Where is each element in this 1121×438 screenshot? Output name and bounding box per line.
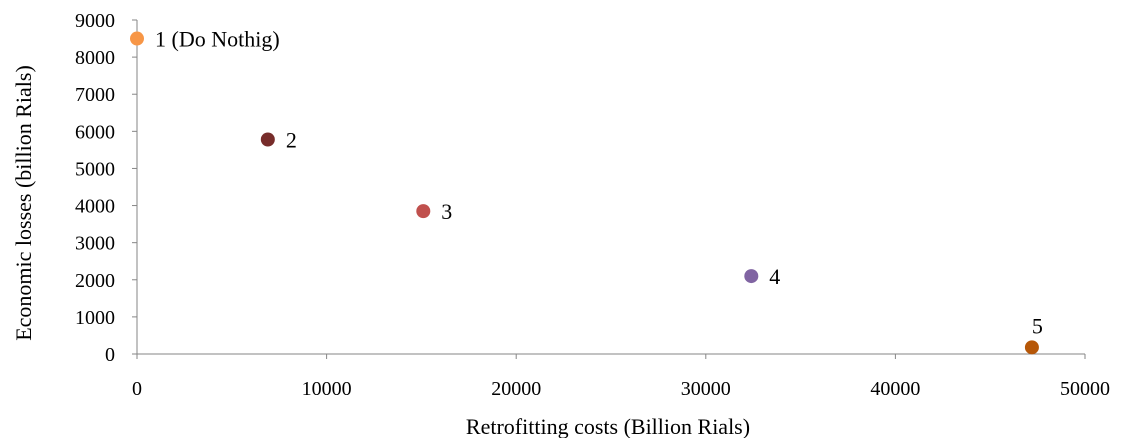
x-tick-label: 50000 — [1060, 378, 1110, 400]
y-tick-label: 2000 — [75, 270, 115, 292]
data-point-3 — [416, 204, 431, 219]
y-tick-label: 4000 — [75, 196, 115, 218]
point-label-3: 3 — [441, 199, 452, 224]
y-tick-label: 8000 — [75, 47, 115, 69]
x-tick-label: 20000 — [491, 378, 541, 400]
y-tick-label: 3000 — [75, 233, 115, 255]
point-label-4: 4 — [769, 264, 780, 289]
x-axis-title: Retrofitting costs (Billion Rials) — [466, 414, 750, 438]
data-point-4 — [744, 269, 759, 284]
point-label-5: 5 — [1032, 313, 1043, 338]
y-tick-label: 9000 — [75, 10, 115, 32]
point-label-1: 1 (Do Nothig) — [155, 27, 280, 52]
x-tick-label: 30000 — [681, 378, 731, 400]
x-tick-label: 0 — [132, 378, 142, 400]
x-tick-label: 10000 — [302, 378, 352, 400]
data-point-5 — [1024, 340, 1039, 355]
point-labels: 1 (Do Nothig) 2 3 4 5 — [155, 27, 1043, 339]
axes — [132, 19, 1086, 359]
y-axis-title: Economic losses (billion Rials) — [11, 65, 36, 341]
data-point-1 — [130, 31, 144, 46]
x-tick-label: 40000 — [870, 378, 920, 400]
y-tick-label: 1000 — [75, 307, 115, 329]
data-points — [130, 31, 1039, 355]
data-point-2 — [260, 132, 275, 147]
y-tick-label: 7000 — [75, 84, 115, 106]
tick-labels: 0 1000 2000 3000 4000 5000 6000 7000 8000 9000 0 10… — [75, 10, 1110, 400]
point-label-2: 2 — [286, 127, 297, 152]
y-tick-label: 6000 — [75, 121, 115, 143]
y-tick-label: 5000 — [75, 158, 115, 180]
y-tick-label: 0 — [105, 344, 115, 366]
